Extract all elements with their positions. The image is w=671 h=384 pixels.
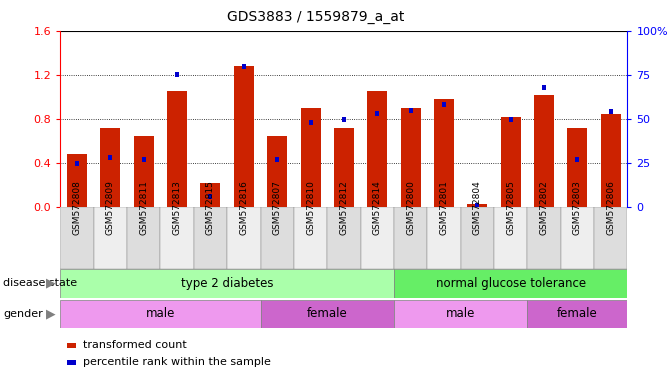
Bar [94,207,127,269]
Bar [109,156,113,161]
Bar [160,207,194,269]
Bar [242,64,246,68]
Bar [260,207,294,269]
Bar [409,108,413,113]
Text: gender: gender [3,309,43,319]
Text: female: female [557,308,598,320]
Bar [534,95,554,207]
Bar [209,194,213,199]
Bar [475,203,479,208]
Bar [401,108,421,207]
Text: type 2 diabetes: type 2 diabetes [181,277,273,290]
Bar [394,269,627,298]
Bar [509,117,513,121]
Bar [201,183,221,207]
Text: male: male [146,308,175,320]
Bar [460,207,494,269]
Bar [234,66,254,207]
Bar [575,157,579,162]
Text: percentile rank within the sample: percentile rank within the sample [83,357,270,367]
Bar [394,207,427,269]
Text: GSM572812: GSM572812 [340,180,348,235]
Bar [294,207,327,269]
Text: GSM572808: GSM572808 [72,180,82,235]
Text: GSM572811: GSM572811 [140,180,148,235]
Bar [367,91,387,207]
Bar [609,109,613,114]
Bar [561,207,594,269]
Bar [601,114,621,207]
Bar [142,157,146,162]
Bar [175,73,179,77]
Bar [527,300,627,328]
Bar [127,207,160,269]
Bar [101,128,120,207]
Text: GSM572803: GSM572803 [573,180,582,235]
Text: transformed count: transformed count [83,340,187,350]
Text: GSM572814: GSM572814 [372,180,382,235]
Text: GSM572809: GSM572809 [106,180,115,235]
Bar [227,207,260,269]
Bar [542,85,546,90]
Bar [301,108,321,207]
Bar [309,120,313,125]
Text: GSM572816: GSM572816 [240,180,248,235]
Bar [394,300,527,328]
Text: GSM572810: GSM572810 [306,180,315,235]
Text: ▶: ▶ [46,308,56,320]
Bar [260,300,394,328]
Bar [442,103,446,108]
Text: GSM572805: GSM572805 [506,180,515,235]
Bar [360,207,394,269]
Text: GDS3883 / 1559879_a_at: GDS3883 / 1559879_a_at [227,10,404,23]
Bar [342,117,346,121]
Text: female: female [307,308,348,320]
Text: GSM572807: GSM572807 [272,180,282,235]
Text: GSM572801: GSM572801 [440,180,448,235]
Text: disease state: disease state [3,278,77,288]
Bar [501,117,521,207]
Bar [427,207,460,269]
Bar [167,91,187,207]
Bar [434,99,454,207]
Bar [60,300,260,328]
Text: GSM572815: GSM572815 [206,180,215,235]
Bar [194,207,227,269]
Text: GSM572800: GSM572800 [406,180,415,235]
Bar [134,136,154,207]
Text: GSM572813: GSM572813 [172,180,182,235]
Bar [67,154,87,207]
Bar [334,128,354,207]
Bar [267,136,287,207]
Bar [275,157,279,162]
Bar [568,128,587,207]
Bar [75,161,79,166]
Bar [60,207,94,269]
Text: male: male [446,308,475,320]
Bar [594,207,627,269]
Text: ▶: ▶ [46,277,56,290]
Text: GSM572804: GSM572804 [473,180,482,235]
Bar [494,207,527,269]
Text: GSM572806: GSM572806 [606,180,615,235]
Bar [327,207,360,269]
Bar [375,111,379,116]
Bar [527,207,561,269]
Text: GSM572802: GSM572802 [539,180,548,235]
Text: normal glucose tolerance: normal glucose tolerance [435,277,586,290]
Bar [467,204,487,207]
Bar [60,269,394,298]
